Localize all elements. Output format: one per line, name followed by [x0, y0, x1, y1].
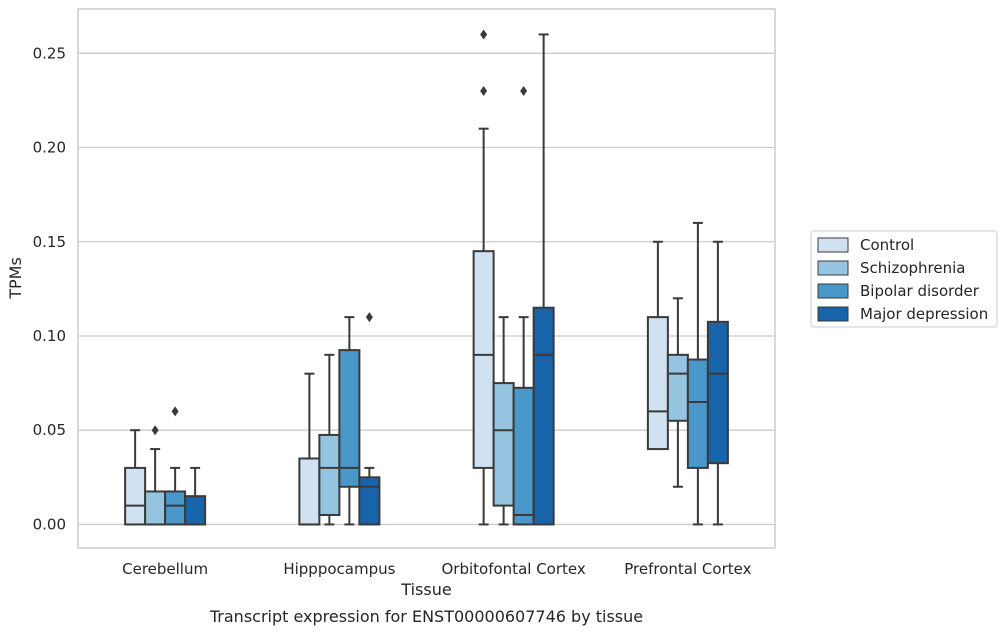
- box-iqr: [298, 457, 321, 526]
- box-major-depression: [184, 466, 207, 526]
- box-control: [646, 240, 669, 451]
- y-tick-label: 0.20: [33, 139, 66, 157]
- outlier-point: [365, 312, 373, 323]
- legend-label: Bipolar disorder: [860, 282, 980, 300]
- x-tick-label: Cerebellum: [122, 560, 208, 578]
- box-control: [472, 29, 495, 526]
- plot-frame: [77, 8, 776, 549]
- box-schizophrenia: [144, 425, 167, 526]
- chart-caption: Transcript expression for ENST0000060774…: [209, 607, 643, 626]
- outlier-point: [480, 29, 488, 40]
- box-iqr: [184, 495, 207, 526]
- grid-lines: [78, 52, 775, 526]
- y-tick-label: 0.05: [33, 421, 66, 439]
- box-iqr: [124, 466, 147, 526]
- outlier-point: [480, 85, 488, 96]
- y-axis-label: TPMs: [6, 257, 25, 300]
- box-bipolar-disorder: [338, 316, 361, 526]
- box-iqr: [532, 306, 555, 526]
- box-control: [124, 429, 147, 526]
- box-iqr: [358, 476, 381, 526]
- box-iqr: [164, 490, 187, 526]
- legend-label: Major depression: [860, 305, 988, 323]
- box-control: [298, 372, 321, 526]
- box-iqr: [144, 490, 167, 526]
- box-iqr: [646, 316, 669, 451]
- y-axis-ticks: 0.00 0.05 0.10 0.15 0.20 0.25: [33, 44, 66, 533]
- y-tick-label: 0.15: [33, 233, 66, 251]
- outlier-point: [520, 85, 528, 96]
- legend-label: Control: [860, 236, 914, 254]
- legend-swatch: [817, 260, 849, 276]
- box-major-depression: [358, 312, 381, 526]
- x-tick-label: Prefrontal Cortex: [624, 560, 751, 578]
- legend-label: Schizophrenia: [860, 259, 965, 277]
- legend-swatch: [817, 306, 849, 322]
- legend: Control Schizophrenia Bipolar disorder Majo…: [810, 230, 998, 328]
- box-iqr: [472, 250, 495, 469]
- box-iqr: [338, 349, 361, 488]
- x-axis-ticks: Cerebellum Hipppocampus Orbitofontal Corte…: [122, 560, 751, 578]
- box-bipolar-disorder: [164, 406, 187, 526]
- box-iqr: [686, 358, 709, 469]
- box-major-depression: [532, 33, 555, 526]
- box-schizophrenia: [492, 316, 515, 526]
- y-tick-label: 0.00: [33, 515, 66, 533]
- box-iqr: [318, 433, 341, 517]
- box-schizophrenia: [318, 353, 341, 526]
- y-tick-label: 0.25: [33, 44, 66, 62]
- y-tick-label: 0.10: [33, 327, 66, 345]
- legend-swatch: [817, 283, 849, 299]
- box-iqr: [666, 353, 689, 422]
- box-iqr: [492, 382, 515, 507]
- x-tick-label: Orbitofontal Cortex: [442, 560, 586, 578]
- outlier-point: [171, 406, 179, 417]
- box-major-depression: [706, 240, 729, 526]
- x-tick-label: Hipppocampus: [283, 560, 395, 578]
- legend-swatch: [817, 237, 849, 253]
- box-bipolar-disorder: [686, 221, 709, 526]
- box-schizophrenia: [666, 297, 689, 488]
- box-iqr: [706, 320, 729, 465]
- legend-frame: [810, 230, 998, 328]
- box-groups: [124, 29, 729, 526]
- box-bipolar-disorder: [512, 85, 535, 526]
- x-axis-label: Tissue: [400, 580, 451, 599]
- box-iqr: [512, 386, 535, 526]
- outlier-point: [151, 425, 159, 436]
